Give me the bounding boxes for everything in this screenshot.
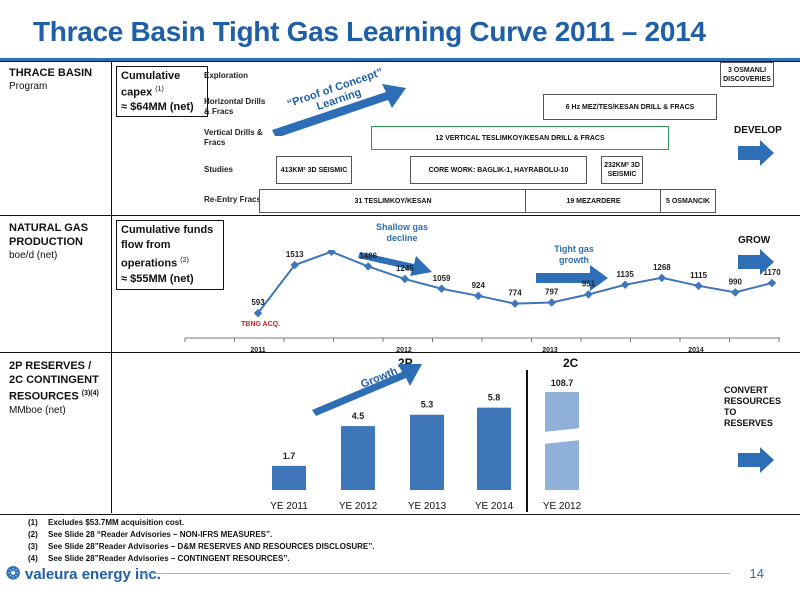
reserve-category-label: YE 2011 xyxy=(270,501,308,512)
core-work-bar: CORE WORK: BAGLIK-1, HAYRABOLU-10 xyxy=(410,156,587,184)
reserve-value-label: 1.7 xyxy=(283,451,296,461)
reserves-header: 2P RESERVES / 2C CONTINGENT RESOURCES (3… xyxy=(9,360,99,416)
production-point xyxy=(363,262,373,271)
production-point xyxy=(547,298,556,307)
panel-production xyxy=(0,215,800,353)
x-tick-label: 2013 xyxy=(542,347,558,354)
proof-of-concept-arrow xyxy=(272,84,406,136)
reserve-category-label: YE 2012 xyxy=(339,501,378,512)
production-chart: 2011201220132014593151317671486124510599… xyxy=(184,250,781,354)
reserve-bar xyxy=(477,407,511,490)
seismic-232-bar: 232KM² 3D SEISMIC xyxy=(601,156,643,184)
row-vertical: Vertical Drills & Fracs xyxy=(204,128,263,147)
convert-arrow-icon xyxy=(738,447,774,473)
reentry-teslimkoy-bar: 31 TESLIMKOY/KESAN xyxy=(259,189,527,213)
production-value-label: 1245 xyxy=(396,264,414,273)
production-value-label: 1268 xyxy=(653,263,671,272)
reserve-category-label: YE 2013 xyxy=(408,501,447,512)
reserve-value-label: 5.8 xyxy=(488,393,501,403)
shallow-gas-annotation: Shallow gas decline xyxy=(375,222,428,243)
growth-arrow xyxy=(312,364,422,416)
footnote-2: (2) See Slide 28 “Reader Advisories – NON… xyxy=(28,530,273,539)
tbng-acq-label: TBNG ACQ. xyxy=(241,321,281,328)
shallow-gas-arrow xyxy=(358,252,432,276)
footnote-3: (3) See Slide 28”Reader Advisories – D&M … xyxy=(28,542,375,551)
grow-arrow-icon xyxy=(738,249,774,275)
production-point xyxy=(694,281,703,291)
production-point xyxy=(437,284,446,294)
x-tick-label: 2011 xyxy=(250,347,265,354)
production-point xyxy=(584,290,593,299)
footnote-1: (1) Excludes $53.7MM acquisition cost. xyxy=(28,518,185,527)
company-logo: ❂ valeura energy inc. xyxy=(6,564,161,583)
grow-label: GROW xyxy=(738,235,771,246)
production-point xyxy=(474,291,483,301)
title-rule xyxy=(0,58,800,61)
column-divider xyxy=(111,61,112,513)
production-point xyxy=(327,250,336,256)
x-tick-label: 2014 xyxy=(688,347,704,354)
production-point xyxy=(400,274,410,284)
production-value-label: 1059 xyxy=(433,274,451,283)
panel-reserves xyxy=(0,352,800,515)
reserve-bar xyxy=(410,414,444,490)
develop-label: DEVELOP xyxy=(734,125,782,136)
panel-program xyxy=(0,61,800,216)
row-reentry: Re-Entry Fracs xyxy=(204,195,261,204)
label-2c: 2C xyxy=(563,356,579,370)
capex-box: Cumulative capex (1) ≈ $64MM (net) xyxy=(116,66,208,117)
page-title: Thrace Basin Tight Gas Learning Curve 20… xyxy=(33,16,706,47)
row-studies: Studies xyxy=(204,165,233,174)
reentry-osmancik-bar: 5 OSMANCIK xyxy=(660,189,716,213)
row-horizontal: Horizontal Drills & Fracs xyxy=(204,97,266,116)
seismic-413-bar: 413KM² 3D SEISMIC xyxy=(276,156,352,184)
production-point xyxy=(620,280,630,290)
production-value-label: 1486 xyxy=(359,251,377,260)
contingent-bar-break xyxy=(543,428,581,444)
production-value-label: 1170 xyxy=(763,268,781,277)
production-value-label: 593 xyxy=(251,298,265,307)
logo-mark-icon: ❂ xyxy=(6,564,21,583)
production-value-label: 951 xyxy=(582,279,596,288)
production-value-label: 797 xyxy=(545,287,559,296)
contingent-value-label: 108.7 xyxy=(551,378,574,388)
osmanli-discoveries-bar: 3 OSMANLI DISCOVERIES xyxy=(720,62,774,87)
program-header: THRACE BASIN Program xyxy=(9,67,93,92)
reentry-mezardere-bar: 19 MEZARDERE xyxy=(525,189,662,213)
x-tick-label: 2012 xyxy=(396,347,412,354)
footer-rule xyxy=(140,573,730,574)
develop-arrow-icon xyxy=(738,140,774,166)
production-value-label: 1513 xyxy=(286,250,304,259)
reserve-value-label: 4.5 xyxy=(352,411,365,421)
contingent-category-label: YE 2012 xyxy=(543,501,582,512)
production-point xyxy=(510,299,520,308)
convert-label: CONVERT RESOURCES TO RESERVES xyxy=(724,385,782,428)
production-value-label: 1135 xyxy=(616,270,634,279)
vertical-drills-bar: 12 VERTICAL TESLIMKOY/KESAN DRILL & FRAC… xyxy=(371,126,669,150)
reserve-bar xyxy=(341,426,375,490)
production-header: NATURAL GAS PRODUCTION boe/d (net) xyxy=(9,222,89,261)
row-exploration: Exploration xyxy=(204,71,249,80)
production-point xyxy=(767,278,777,288)
reserve-category-label: YE 2014 xyxy=(475,501,514,512)
production-point xyxy=(731,288,740,297)
page-number: 14 xyxy=(749,566,764,581)
reserves-chart: 1.7 YE 2011 4.5 YE 2012 5.3 YE 2013 5.8 YE 2014… xyxy=(270,370,582,512)
production-value-label: 1115 xyxy=(690,271,707,280)
tight-gas-arrow xyxy=(536,265,608,291)
tight-gas-annotation: Tight gas growth xyxy=(554,244,594,265)
production-value-label: 774 xyxy=(508,289,522,298)
production-point xyxy=(657,273,667,283)
reserve-bar xyxy=(272,465,306,490)
footnote-4: (4) See Slide 28”Reader Advisories – CONT… xyxy=(28,554,290,563)
production-value-label: 990 xyxy=(729,277,743,286)
horizontal-drills-bar: 6 Hz MEZ/TES/KESAN DRILL & FRACS xyxy=(543,94,717,120)
funds-flow-box: Cumulative funds flow from operations (2… xyxy=(116,220,224,290)
production-value-label: 924 xyxy=(472,281,486,290)
reserve-value-label: 5.3 xyxy=(421,400,434,410)
